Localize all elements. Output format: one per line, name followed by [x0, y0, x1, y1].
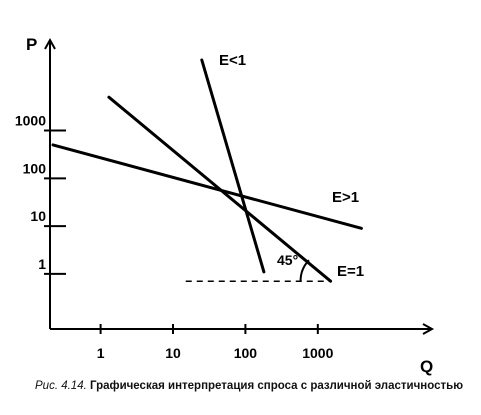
y-tick-label-100: 100 — [23, 160, 47, 176]
x-axis-title: Q — [420, 357, 433, 376]
angle-annotation-0: 45° — [277, 252, 298, 268]
series-label-e-1: E>1 — [332, 189, 359, 206]
line-e-1 — [51, 143, 363, 230]
y-axis-title: P — [26, 35, 37, 54]
axes — [44, 37, 435, 335]
demand-lines — [51, 58, 363, 283]
y-tick-label-1000: 1000 — [15, 113, 46, 129]
series-label-e-1: E=1 — [337, 263, 364, 280]
y-tick-label-10: 10 — [30, 208, 46, 224]
line-e-1 — [107, 95, 333, 283]
figure-caption-text: Графическая интерпретация спроса с разли… — [90, 380, 464, 392]
figure-caption: Рис. 4.14. Графическая интерпретация спр… — [35, 380, 463, 392]
x-tick-label-1: 1 — [97, 345, 105, 361]
y-axis-arrow — [44, 37, 56, 50]
series-label-e-1: E<1 — [219, 52, 246, 69]
x-tick-label-1000: 1000 — [302, 345, 333, 361]
x-tick-label-10: 10 — [165, 345, 181, 361]
y-tick-label-1: 1 — [38, 256, 46, 272]
x-tick-label-100: 100 — [234, 345, 258, 361]
angle-arc — [299, 259, 310, 282]
figure-number: Рис. 4.14. — [35, 380, 87, 392]
x-axis-arrow — [422, 323, 435, 335]
chart-labels: P Q E<1 E>1 E=1 45° — [26, 35, 433, 376]
line-e-1 — [200, 58, 266, 274]
ticks: 1 10 100 1000 1 10 100 1000 — [15, 113, 334, 361]
